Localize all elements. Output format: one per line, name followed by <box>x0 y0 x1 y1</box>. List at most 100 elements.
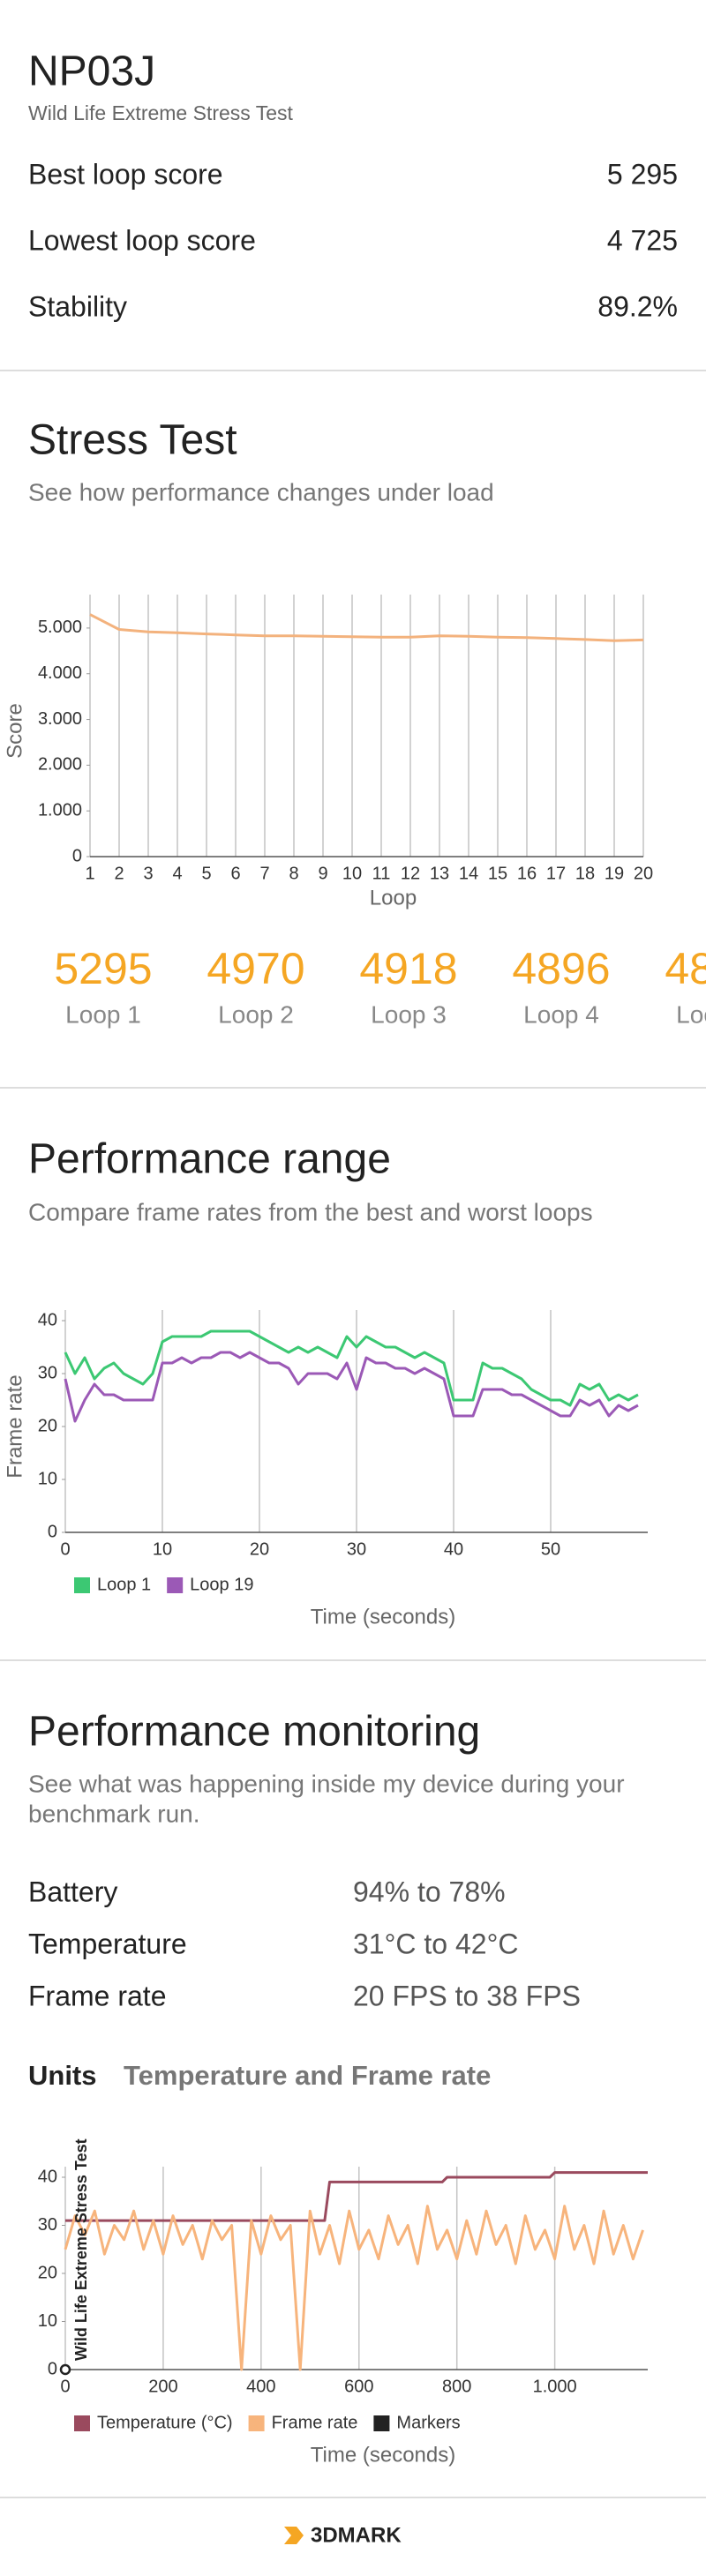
loop-label: Loop 3 <box>371 1000 447 1028</box>
x-tick-label: 0 <box>60 1539 70 1559</box>
series-line <box>89 613 644 642</box>
loop-score: 4870 <box>665 944 706 993</box>
legend-label: Temperature (°C) <box>97 2413 233 2432</box>
section-subtitle: Compare frame rates from the best and wo… <box>28 1198 593 1225</box>
legend-label: Frame rate <box>272 2413 358 2432</box>
marker-label: Wild Life Extreme Stress Test <box>72 2138 90 2361</box>
logo: 3DMARK <box>311 2523 402 2547</box>
legend-swatch <box>167 1577 184 1593</box>
y-tick-label: 10 <box>38 2311 57 2331</box>
loop-score: 4918 <box>359 944 457 993</box>
section-title: Performance monitoring <box>28 1709 480 1756</box>
series-line <box>64 1329 639 1407</box>
loop-label: Loop 5 <box>676 1000 706 1028</box>
loop-label: Loop 2 <box>218 1000 294 1028</box>
x-tick-label: 7 <box>259 864 269 883</box>
x-tick-label: 18 <box>575 864 595 883</box>
y-tick-label: 1.000 <box>38 800 82 820</box>
x-tick-label: 3 <box>143 864 153 883</box>
x-tick-label: 10 <box>153 1539 172 1559</box>
summary-label: Lowest loop score <box>28 224 256 256</box>
legend-swatch <box>373 2415 390 2431</box>
x-tick-label: 40 <box>444 1539 463 1559</box>
x-tick-label: 11 <box>372 864 391 883</box>
section-subtitle: benchmark run. <box>28 1800 200 1827</box>
legend-label: Markers <box>396 2413 460 2432</box>
section-title: Performance range <box>28 1136 391 1183</box>
y-tick-label: 4.000 <box>38 663 82 683</box>
y-axis-label: Frame rate <box>3 1374 26 1478</box>
units-label: Units <box>28 2060 97 2091</box>
series-line <box>64 2205 644 2371</box>
summary-value: 5 295 <box>607 158 678 190</box>
summary-value: 4 725 <box>607 224 678 256</box>
section-subtitle: See what was happening inside my device … <box>28 1770 625 1797</box>
legend-swatch <box>248 2415 265 2431</box>
y-tick-label: 0 <box>48 1522 57 1541</box>
y-tick-label: 30 <box>38 1363 57 1382</box>
loop-score: 5295 <box>54 944 152 993</box>
x-tick-label: 5 <box>201 864 211 883</box>
loop-label: Loop 4 <box>523 1000 599 1028</box>
y-tick-label: 2.000 <box>38 755 82 775</box>
x-tick-label: 4 <box>172 864 182 883</box>
monitor-label: Temperature <box>28 1928 187 1959</box>
units-selector[interactable]: Temperature and Frame rate <box>124 2060 491 2091</box>
x-tick-label: 17 <box>546 864 566 883</box>
x-tick-label: 600 <box>344 2377 373 2396</box>
marker <box>59 2363 71 2376</box>
summary-value: 89.2% <box>597 290 678 322</box>
legend-swatch <box>74 2415 90 2431</box>
section-subtitle: See how performance changes under load <box>28 478 494 505</box>
x-tick-label: 10 <box>342 864 362 883</box>
y-tick-label: 5.000 <box>38 618 82 637</box>
x-tick-label: 13 <box>430 864 449 883</box>
monitor-value: 94% to 78% <box>353 1876 506 1907</box>
y-axis-label: Score <box>3 703 26 759</box>
x-tick-label: 16 <box>517 864 537 883</box>
logo-icon <box>284 2527 304 2544</box>
x-tick-label: 9 <box>318 864 327 883</box>
x-tick-label: 0 <box>60 2377 70 2396</box>
x-tick-label: 6 <box>230 864 240 883</box>
y-tick-label: 0 <box>48 2359 57 2378</box>
x-tick-label: 30 <box>347 1539 366 1559</box>
x-tick-label: 200 <box>148 2377 177 2396</box>
x-tick-label: 400 <box>246 2377 275 2396</box>
legend-swatch <box>74 1577 90 1593</box>
y-tick-label: 20 <box>38 2263 57 2282</box>
loop-score: 4970 <box>207 944 304 993</box>
summary-label: Stability <box>28 290 127 322</box>
x-tick-label: 1.000 <box>533 2377 577 2396</box>
monitor-label: Frame rate <box>28 1980 166 2011</box>
x-tick-label: 1 <box>85 864 94 883</box>
x-tick-label: 15 <box>488 864 507 883</box>
x-tick-label: 20 <box>634 864 653 883</box>
y-tick-label: 0 <box>72 846 82 865</box>
series-line <box>65 2171 648 2222</box>
x-axis-label: Loop <box>370 886 417 910</box>
y-tick-label: 20 <box>38 1416 57 1435</box>
x-tick-label: 800 <box>442 2377 471 2396</box>
series-line <box>64 1351 639 1423</box>
loop-scroller[interactable]: 5295 Loop 1 4970 Loop 2 4918 Loop 3 4896 Loop 4… <box>54 944 706 1028</box>
y-tick-label: 30 <box>38 2215 57 2235</box>
x-axis-label: Time (seconds) <box>311 1605 455 1629</box>
legend-label: Loop 1 <box>97 1575 151 1594</box>
y-tick-label: 3.000 <box>38 709 82 729</box>
device-name: NP03J <box>28 49 155 95</box>
x-tick-label: 19 <box>605 864 624 883</box>
x-axis-label: Time (seconds) <box>311 2443 455 2467</box>
y-tick-label: 40 <box>38 1310 57 1329</box>
x-tick-label: 14 <box>459 864 478 883</box>
x-tick-label: 20 <box>250 1539 269 1559</box>
test-name: Wild Life Extreme Stress Test <box>28 101 294 124</box>
monitor-value: 20 FPS to 38 FPS <box>353 1980 581 2011</box>
legend-label: Loop 19 <box>190 1575 253 1594</box>
loop-label: Loop 1 <box>65 1000 141 1028</box>
x-tick-label: 12 <box>401 864 420 883</box>
y-tick-label: 10 <box>38 1469 57 1488</box>
monitor-value: 31°C to 42°C <box>353 1928 518 1959</box>
